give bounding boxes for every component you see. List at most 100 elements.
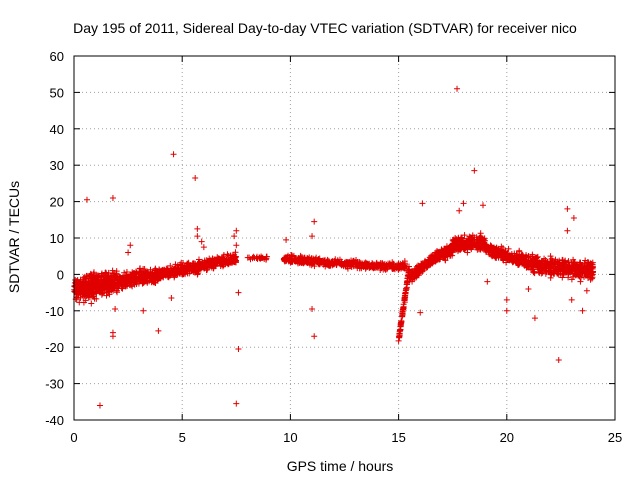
data-point [399,313,406,320]
y-tick-label: -20 [45,340,64,355]
data-point [281,255,288,262]
data-point [531,315,538,322]
data-point [309,233,316,240]
data-point [170,151,177,158]
data-point [483,242,490,249]
data-point [564,205,571,212]
data-point [106,291,113,298]
data-point [525,285,532,292]
data-point [72,282,79,289]
data-point [452,238,459,245]
data-point [126,272,133,279]
data-point [481,237,488,244]
data-point [290,252,297,259]
data-point [82,275,89,282]
y-tick-label: 10 [50,231,64,246]
data-point [112,305,119,312]
data-point [520,257,527,264]
data-point [375,263,382,270]
data-point [402,290,409,297]
data-point [587,269,594,276]
data-point [566,262,573,269]
data-point [90,269,97,276]
data-point [227,259,234,266]
data-point [288,252,295,259]
data-point [449,237,456,244]
data-point [102,269,109,276]
data-point [123,268,130,275]
data-point [292,258,299,265]
data-point [181,269,188,276]
data-point [589,263,596,270]
x-tick-label: 20 [500,430,514,445]
data-point [229,256,236,262]
data-point [450,245,457,252]
data-point [232,249,239,256]
data-point [75,291,82,298]
data-point [587,274,594,281]
data-point [311,218,318,225]
data-point [87,287,94,294]
data-point [380,266,387,273]
data-point [583,261,590,268]
data-point [571,259,578,266]
x-tick-label: 10 [283,430,297,445]
data-point [362,260,369,267]
data-point [589,271,596,278]
data-point [125,249,132,256]
data-point [579,307,586,314]
plot-frame [73,55,616,421]
data-point [438,246,445,253]
data-point [396,330,403,337]
data-point [106,283,113,290]
data-point [566,268,573,275]
data-point [575,269,582,276]
data-point [93,288,100,295]
data-point [309,259,316,266]
data-point [461,232,468,239]
data-point [390,260,397,267]
data-point [468,235,475,242]
data-point [403,285,410,292]
data-point [556,265,563,272]
data-point [305,256,312,263]
x-tick-label: 25 [608,430,622,445]
data-point [173,267,180,274]
data-point [118,277,125,284]
data-point [568,276,575,283]
data-point [93,295,100,302]
data-point [79,282,86,289]
data-point [325,261,332,268]
data-point [231,251,238,258]
data-point [187,262,194,269]
y-tick-label: -30 [45,377,64,392]
data-point [358,265,365,272]
grid-lines [74,56,615,420]
data-point [454,85,461,92]
data-point [152,280,159,287]
data-point [150,274,157,281]
data-point [405,269,412,276]
data-point [320,257,327,264]
data-point [80,293,87,300]
data-point [529,263,536,270]
data-point [223,258,230,265]
data-point [389,259,396,266]
data-point [131,275,138,282]
data-point [155,327,162,334]
data-point [471,239,478,246]
data-point [569,265,576,272]
data-point [547,261,554,268]
data-point [424,264,431,271]
data-point [342,258,349,265]
data-point [224,251,231,258]
data-point [209,260,216,267]
data-point [218,259,225,266]
data-point [574,263,581,270]
data-point [475,237,482,244]
data-point [285,252,292,259]
data-point [577,259,584,266]
data-point [530,269,537,276]
data-point [505,245,512,252]
data-point [137,268,144,275]
